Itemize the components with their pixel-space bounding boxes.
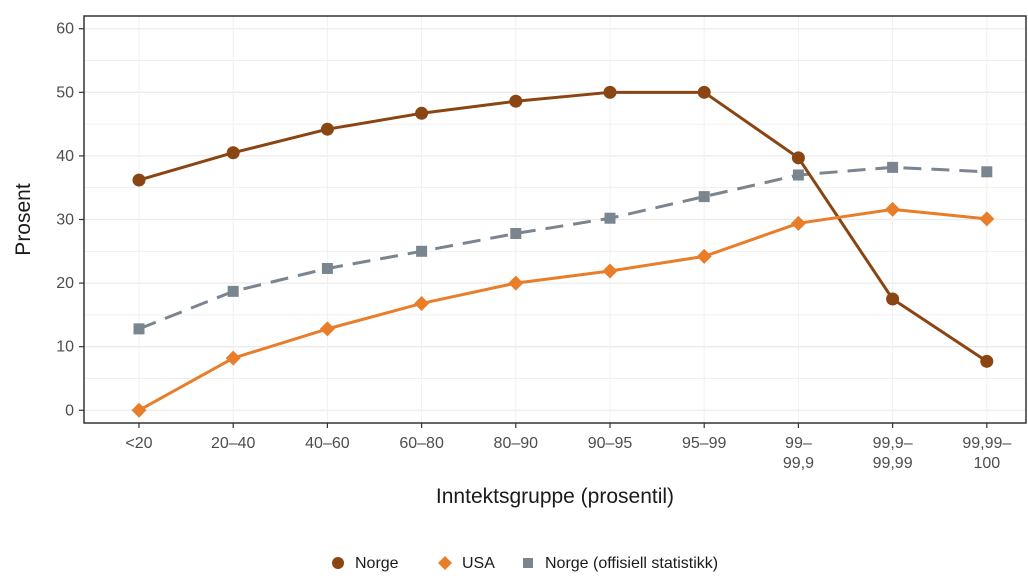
y-tick-label: 40 — [56, 148, 74, 165]
data-point — [603, 85, 617, 99]
data-point — [696, 248, 712, 264]
data-point — [225, 350, 241, 366]
data-point — [886, 292, 900, 306]
data-point — [227, 285, 239, 297]
legend-item-usa: USA — [438, 555, 495, 572]
y-tick-label: 20 — [56, 275, 74, 292]
data-point — [792, 169, 804, 181]
data-point — [790, 215, 806, 231]
data-point — [319, 321, 335, 337]
data-point — [980, 354, 994, 368]
data-point — [320, 122, 334, 136]
data-point — [602, 263, 618, 279]
x-tick-label: <20 — [125, 435, 152, 452]
x-tick-label: 99,99 — [873, 455, 913, 472]
data-point — [791, 151, 805, 165]
y-tick-label: 50 — [56, 84, 74, 101]
legend: Norge USA Norge (offisiell statistikk) — [332, 555, 718, 572]
series-lines — [131, 85, 995, 418]
data-point — [414, 295, 430, 311]
data-point — [604, 212, 616, 224]
x-axis: <20 20–40 40–60 60–80 80–90 90–95 95–99 99– 99,9… — [125, 423, 1011, 472]
legend-label: Norge (offisiell statistikk) — [545, 555, 718, 572]
series-norge — [132, 85, 994, 368]
x-tick-label: 99,9 — [783, 455, 814, 472]
x-tick-label: 90–95 — [588, 435, 633, 452]
series-usa — [131, 201, 995, 418]
data-point — [979, 211, 995, 227]
x-tick-label: 100 — [973, 455, 1000, 472]
data-point — [226, 146, 240, 160]
series-line — [138, 165, 987, 331]
data-point — [509, 94, 523, 108]
data-point — [885, 201, 901, 217]
x-tick-label: 99– — [785, 435, 812, 452]
data-point — [697, 85, 711, 99]
y-tick-label: 30 — [56, 212, 74, 229]
legend-key — [438, 556, 452, 570]
data-point — [415, 106, 429, 120]
x-axis-title: Inntektsgruppe (prosentil) — [436, 485, 674, 508]
data-point — [131, 402, 147, 418]
data-point — [133, 323, 145, 335]
y-tick-label: 60 — [56, 21, 74, 38]
y-axis: 0 10 20 30 40 50 60 — [56, 21, 84, 419]
legend-item-norge: Norge — [332, 555, 399, 572]
series-line — [138, 207, 987, 412]
legend-key — [332, 557, 344, 569]
data-point — [887, 161, 899, 173]
x-tick-label: 95–99 — [682, 435, 727, 452]
data-point — [508, 275, 524, 291]
x-tick-label: 60–80 — [399, 435, 444, 452]
data-point — [321, 262, 333, 274]
y-axis-title: Prosent — [12, 183, 35, 256]
data-point — [698, 191, 710, 203]
legend-label: USA — [462, 555, 495, 572]
x-tick-label: 99,99– — [962, 435, 1011, 452]
x-tick-label: 99,9– — [873, 435, 913, 452]
y-tick-label: 0 — [65, 402, 74, 419]
legend-key — [523, 558, 533, 568]
series-line — [138, 90, 988, 363]
data-point — [132, 173, 146, 187]
data-point — [416, 245, 428, 257]
y-tick-label: 10 — [56, 339, 74, 356]
series-norge-offisiell-statistikk — [133, 161, 993, 335]
x-tick-label: 80–90 — [494, 435, 539, 452]
data-point — [981, 166, 993, 178]
legend-label: Norge — [355, 555, 399, 572]
legend-item-norge-offisiell-statistikk: Norge (offisiell statistikk) — [523, 555, 718, 572]
x-tick-label: 40–60 — [305, 435, 350, 452]
x-tick-label: 20–40 — [211, 435, 256, 452]
data-point — [510, 227, 522, 239]
